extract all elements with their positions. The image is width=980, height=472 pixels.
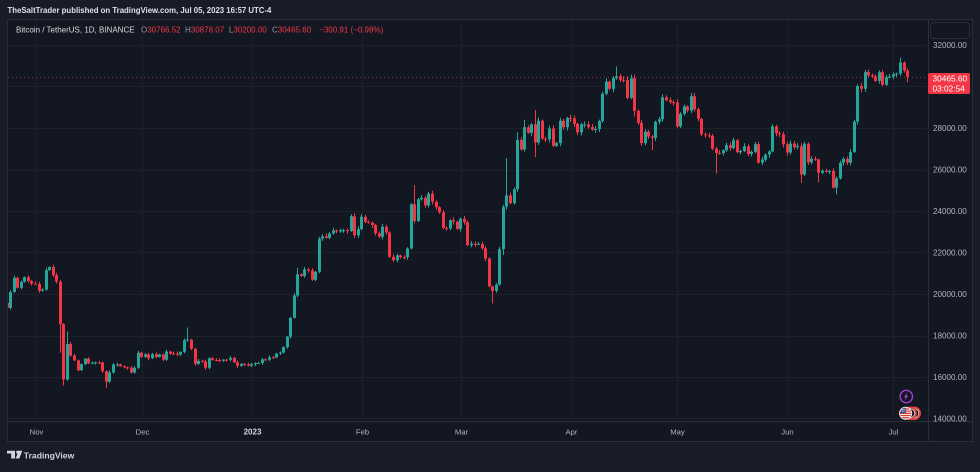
svg-text:TheSaltTrader published on Tra: TheSaltTrader published on TradingView.c… <box>8 6 273 15</box>
svg-text:24000.00: 24000.00 <box>933 207 967 216</box>
svg-text:16000.00: 16000.00 <box>933 373 967 382</box>
svg-text:Apr: Apr <box>566 427 578 436</box>
svg-text:Mar: Mar <box>455 427 469 436</box>
svg-text:O30766.52: O30766.52 <box>141 26 181 35</box>
svg-text:Dec: Dec <box>136 427 150 436</box>
svg-text:2023: 2023 <box>244 427 262 436</box>
svg-text:03:02:54: 03:02:54 <box>933 83 966 93</box>
svg-text:18000.00: 18000.00 <box>933 332 967 341</box>
svg-text:C30465.60: C30465.60 <box>272 26 312 35</box>
svg-text:26000.00: 26000.00 <box>933 166 967 175</box>
svg-text:14000.00: 14000.00 <box>933 415 967 424</box>
svg-text:−300.91 (−0.98%): −300.91 (−0.98%) <box>319 26 383 35</box>
svg-text:32000.00: 32000.00 <box>933 41 967 50</box>
svg-text:Nov: Nov <box>30 427 44 436</box>
svg-text:H30878.07: H30878.07 <box>185 26 225 35</box>
svg-text:TradingView: TradingView <box>24 450 75 460</box>
svg-text:20000.00: 20000.00 <box>933 290 967 299</box>
svg-text:28000.00: 28000.00 <box>933 124 967 133</box>
svg-text:30465.60: 30465.60 <box>933 73 968 83</box>
svg-text:Jul: Jul <box>889 427 899 436</box>
svg-text:Jun: Jun <box>781 427 793 436</box>
svg-text:Bitcoin / TetherUS, 1D, BINANC: Bitcoin / TetherUS, 1D, BINANCE <box>16 26 135 35</box>
svg-text:L30200.00: L30200.00 <box>229 26 267 35</box>
svg-text:May: May <box>670 427 685 436</box>
svg-text:22000.00: 22000.00 <box>933 249 967 258</box>
svg-text:Feb: Feb <box>356 427 369 436</box>
